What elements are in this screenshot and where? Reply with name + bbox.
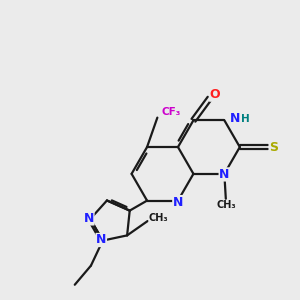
Text: CH₃: CH₃ [216, 200, 236, 210]
Text: N: N [96, 233, 106, 247]
Text: N: N [84, 212, 94, 225]
Text: N: N [219, 168, 230, 181]
Text: CH₃: CH₃ [149, 212, 169, 223]
Text: CF₃: CF₃ [162, 107, 181, 117]
Text: N: N [173, 196, 183, 208]
Text: O: O [210, 88, 220, 101]
Text: S: S [269, 141, 278, 154]
Text: H: H [241, 114, 250, 124]
Text: N: N [230, 112, 241, 125]
